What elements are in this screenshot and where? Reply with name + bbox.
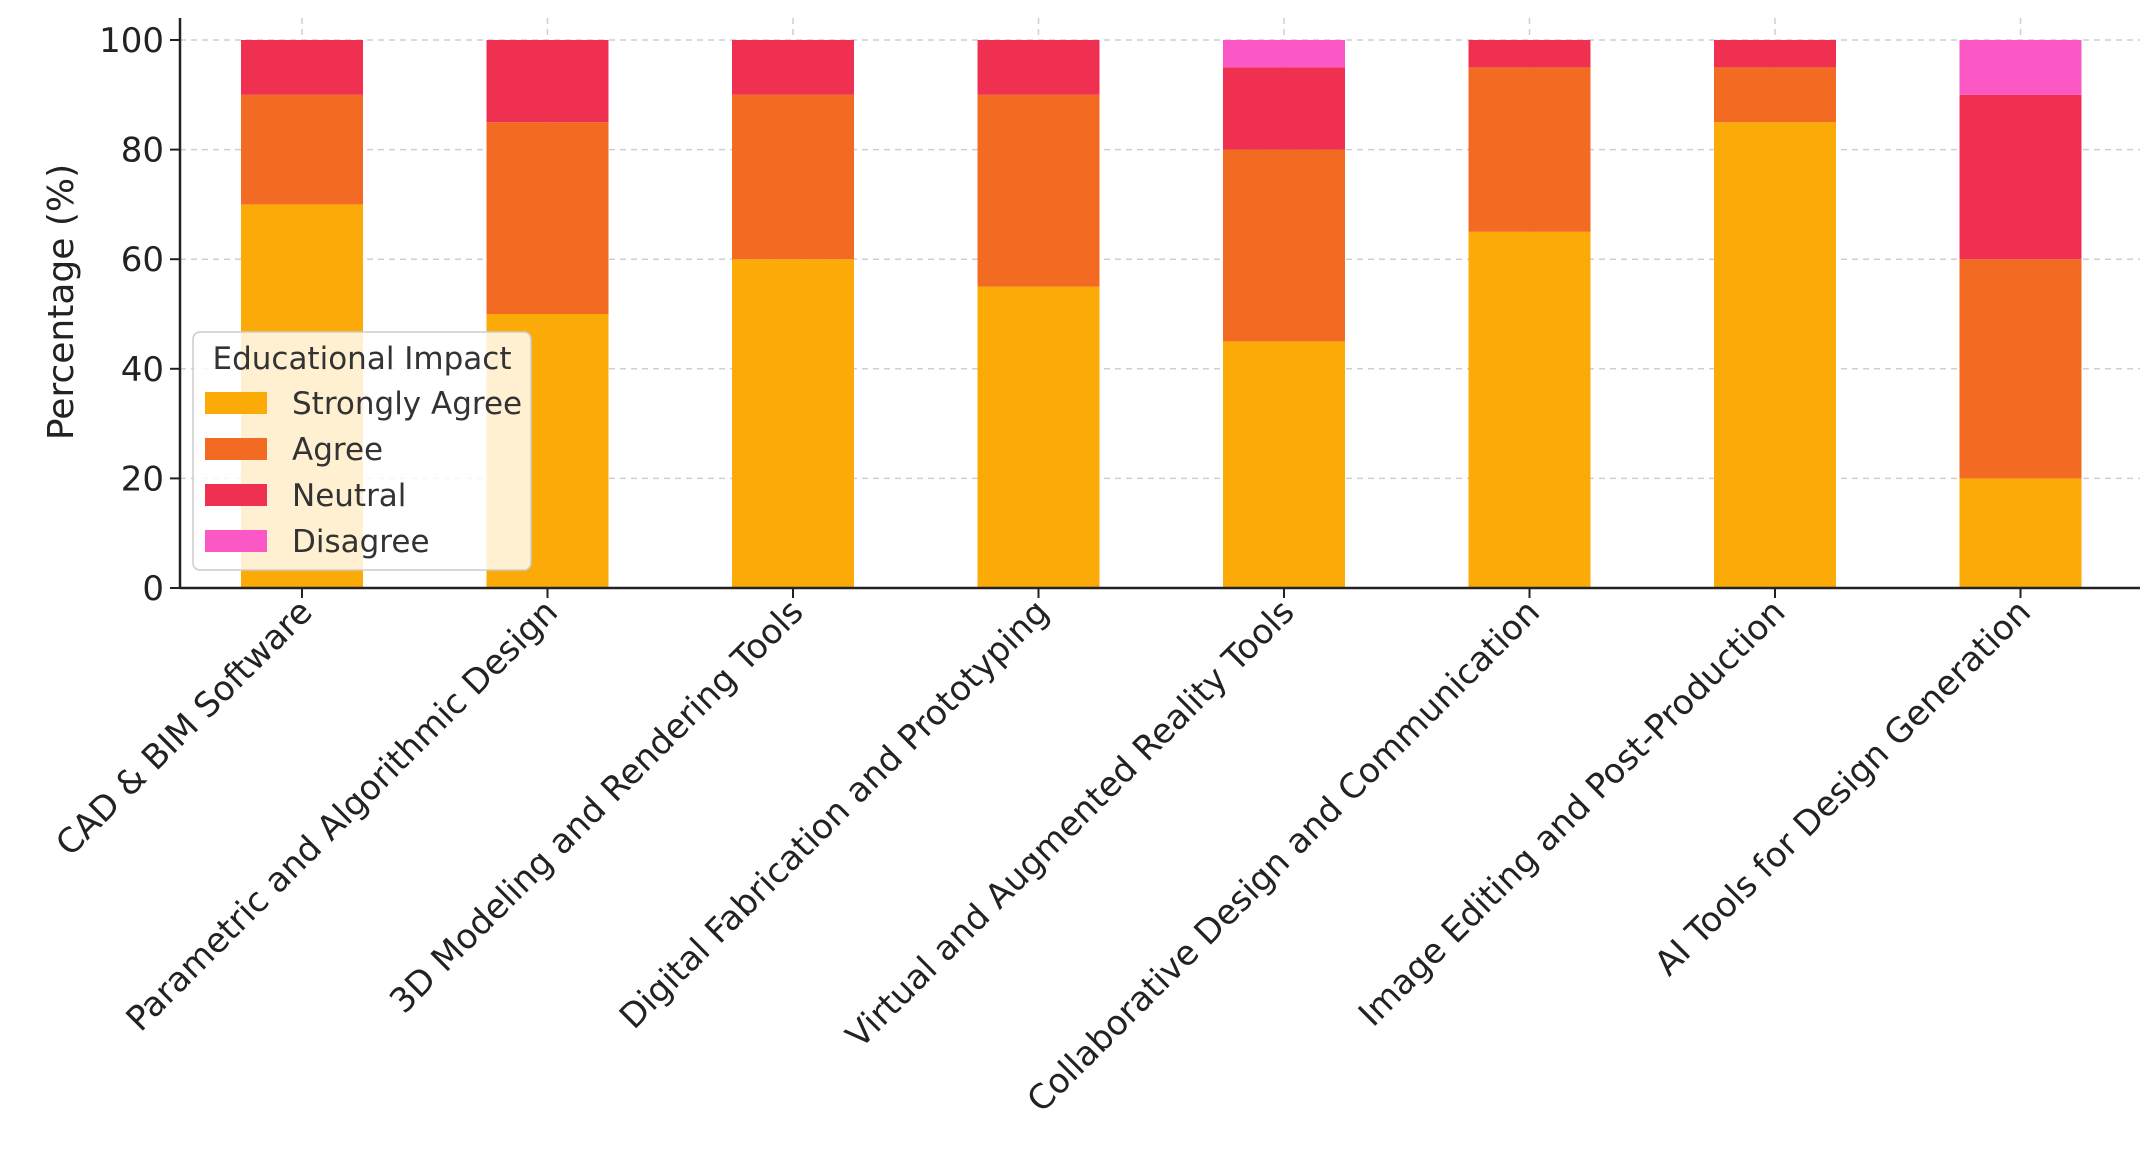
y-tick-label: 40	[121, 350, 164, 390]
bar-segment-agree	[977, 94, 1100, 287]
legend-label: Disagree	[292, 524, 430, 560]
y-tick-label: 100	[99, 21, 164, 61]
legend-label: Agree	[292, 432, 383, 468]
legend-label: Neutral	[292, 478, 406, 514]
bar-segment-agree	[732, 94, 854, 260]
legend: Educational Impact Strongly Agree Agree Ne…	[192, 331, 532, 571]
legend-label: Strongly Agree	[292, 386, 522, 422]
x-tick-label: 3D Modeling and Rendering Tools	[382, 592, 811, 1021]
bars	[241, 40, 2082, 589]
legend-title: Educational Impact	[212, 341, 511, 377]
legend-swatch	[205, 484, 267, 506]
x-tick-label: CAD & BIM Software	[48, 592, 320, 864]
bar-segment-neutral	[1959, 94, 2082, 260]
y-tick-label: 60	[121, 240, 164, 280]
axes	[178, 18, 2140, 590]
bar-segment-agree	[486, 122, 609, 314]
legend-swatch	[205, 438, 267, 460]
bar-segment-neutral	[1714, 40, 1836, 68]
y-tick-label: 80	[121, 131, 164, 171]
y-tick-label: 20	[121, 459, 164, 499]
bar-segment-neutral	[241, 40, 363, 95]
bar-segment-agree	[241, 94, 363, 205]
x-tick-label: Image Editing and Post-Production	[1351, 592, 1793, 1034]
bar-segment-strongly-agree	[1714, 122, 1836, 588]
bar-segment-agree	[1714, 67, 1836, 123]
bar-segment-strongly-agree	[977, 286, 1100, 588]
bar-segment-strongly-agree	[1468, 231, 1591, 589]
legend-items: Strongly Agree Agree Neutral Disagree	[205, 386, 522, 560]
bar-segment-agree	[1223, 149, 1345, 342]
bar-segment-neutral	[1223, 67, 1345, 150]
legend-swatch	[205, 392, 267, 414]
bar-segment-neutral	[732, 40, 854, 95]
x-tick-label: Collaborative Design and Communication	[1020, 592, 1548, 1120]
y-ticks: 0 20 40 60 80 100	[99, 21, 180, 609]
y-axis-title: Percentage (%)	[41, 164, 82, 440]
legend-swatch	[205, 530, 267, 552]
bar-segment-agree	[1959, 259, 2082, 479]
bar-segment-neutral	[486, 40, 609, 123]
x-tick-label: Virtual and Augmented Reality Tools	[838, 592, 1302, 1056]
x-tick-label: Parametric and Algorithmic Design	[119, 592, 566, 1039]
bar-segment-agree	[1468, 67, 1591, 232]
bar-segment-neutral	[1468, 40, 1591, 68]
bar-segment-strongly-agree	[1223, 341, 1345, 588]
bar-segment-strongly-agree	[732, 259, 854, 588]
bar-segment-strongly-agree	[1959, 478, 2082, 588]
bar-segment-disagree	[1223, 40, 1345, 68]
bar-segment-disagree	[1959, 40, 2082, 95]
x-tick-label: Digital Fabrication and Prototyping	[612, 592, 1057, 1037]
legend-frame	[192, 331, 532, 571]
bar-segment-neutral	[977, 40, 1100, 95]
y-tick-label: 0	[142, 569, 164, 609]
